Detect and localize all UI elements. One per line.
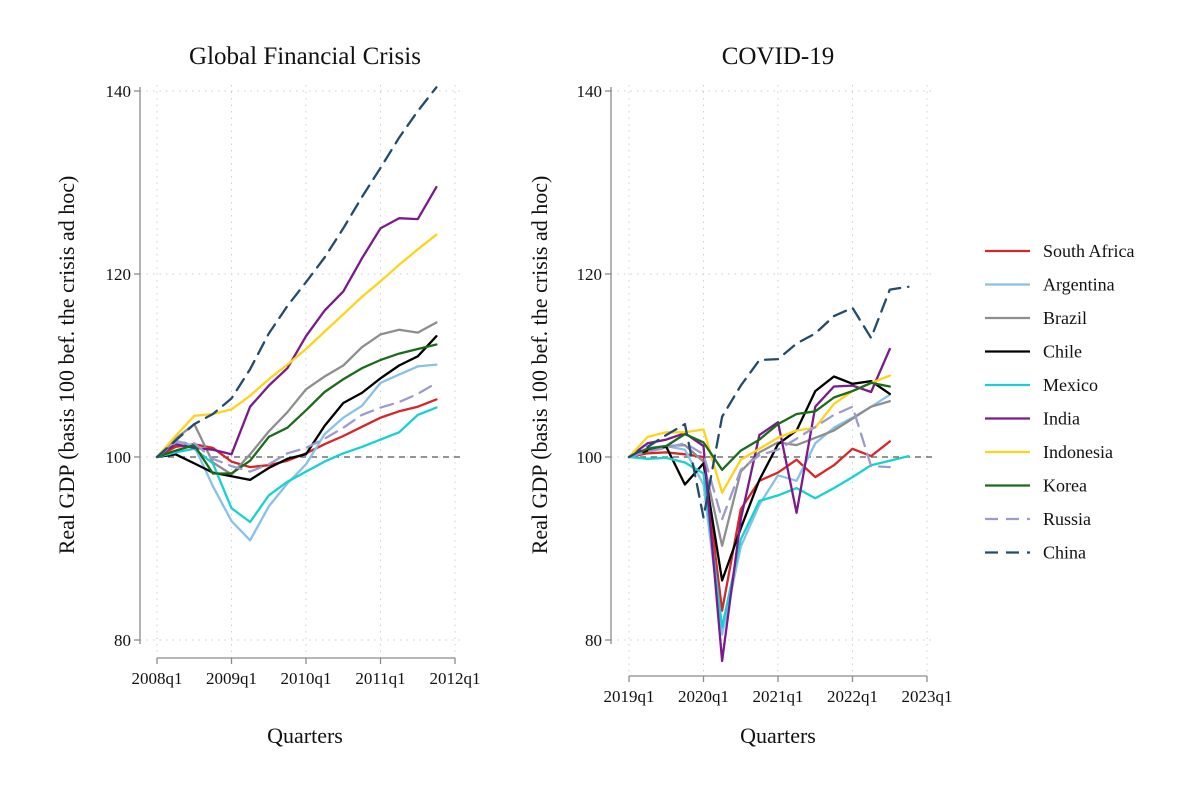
series-line-india [155,185,438,459]
legend-label-south-africa: South Africa [1043,241,1135,261]
axes-gfc [139,87,455,659]
legend-label-argentina: Argentina [1043,275,1115,295]
legend-label-china: China [1043,543,1086,563]
chart-title-gfc: Global Financial Crisis [189,43,421,70]
y-tick-label: 120 [106,265,132,284]
x-tick-label: 2011q1 [355,669,405,688]
panel-covid: COVID-19 Real GDP (basis 100 bef. the cr… [527,43,953,748]
series-line-korea [627,381,891,471]
x-tick-label: 2012q1 [430,669,481,688]
x-tick-label: 2023q1 [902,687,953,706]
legend-label-mexico: Mexico [1043,375,1098,395]
x-axis-label-covid: Quarters [740,723,816,748]
x-tick-label: 2010q1 [281,669,332,688]
panel-gfc: Global Financial Crisis Real GDP (basis … [54,43,481,748]
legend-label-russia: Russia [1043,509,1091,529]
series-line-china [627,285,910,519]
x-tick-label: 2021q1 [753,687,804,706]
series-line-korea [155,343,438,475]
x-axis-label-gfc: Quarters [267,723,343,748]
series-line-indonesia [155,233,438,459]
x-tick-label: 2008q1 [132,669,183,688]
series-line-mexico [155,406,438,524]
series-line-brazil [155,321,438,476]
series-gfc [155,86,463,542]
grid-gfc [140,85,463,658]
ticks-gfc: 80 100 120 140 2008q1 2009q1 2010q1 2011q1 2012q… [106,82,481,688]
ticks-covid: 80 100 120 140 2019q1 2020q1 2021q1 2022q1 2023q… [577,82,953,706]
legend-label-indonesia: Indonesia [1043,442,1113,462]
y-tick-label: 140 [577,82,603,101]
x-tick-label: 2020q1 [678,687,729,706]
series-covid [627,285,935,663]
legend-label-korea: Korea [1043,476,1087,496]
series-line-south-africa [627,440,891,612]
series-line-brazil [627,400,891,547]
y-tick-label: 100 [577,448,603,467]
legend-label-india: India [1043,409,1080,429]
legend-label-brazil: Brazil [1043,308,1087,328]
grid-covid [611,85,935,676]
legend-label-chile: Chile [1043,342,1082,362]
series-line-russia [627,405,891,521]
series-line-china [155,86,438,459]
series-line-russia [155,381,438,473]
series-line-argentina [627,393,891,636]
legend: South Africa Argentina Brazil Chile Mexico In… [985,241,1135,563]
series-line-argentina [155,363,438,542]
x-tick-label: 2022q1 [827,687,878,706]
y-tick-label: 80 [114,631,131,650]
axes-covid [610,87,927,677]
x-tick-label: 2009q1 [206,669,257,688]
y-tick-label: 140 [106,82,132,101]
y-tick-label: 80 [585,631,602,650]
series-line-india [627,347,891,663]
chart-title-covid: COVID-19 [722,43,835,70]
y-tick-label: 100 [106,448,132,467]
y-tick-label: 120 [577,265,603,284]
y-axis-label-covid: Real GDP (basis 100 bef. the crisis ad h… [527,176,552,555]
series-line-mexico [627,454,910,629]
y-axis-label-gfc: Real GDP (basis 100 bef. the crisis ad h… [54,176,79,555]
series-line-chile [155,335,438,482]
x-tick-label: 2019q1 [604,687,655,706]
